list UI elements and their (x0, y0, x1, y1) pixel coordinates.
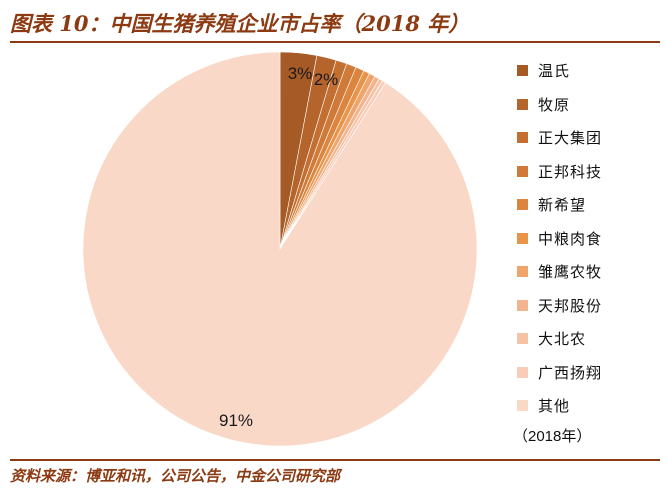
year-note: （2018年） (513, 428, 592, 445)
legend-label: 中粮肉食 (538, 229, 603, 248)
legend-swatch (517, 199, 528, 211)
legend-label: 正邦科技 (538, 162, 603, 181)
legend-item-5: 中粮肉食 (517, 222, 602, 256)
pie-svg: 3% 2% 91% (82, 51, 478, 447)
legend-item-7: 天邦股份 (517, 289, 602, 323)
legend-item-0: 温氏 (517, 54, 602, 88)
legend-swatch (517, 299, 528, 311)
slice-label-10: 91% (219, 411, 253, 430)
source-rule (10, 459, 660, 461)
legend-swatch (517, 366, 528, 378)
legend-swatch (517, 232, 528, 244)
legend-label: 牧原 (538, 95, 571, 114)
legend-label: 广西扬翔 (538, 363, 603, 382)
slice-label-1: 2% (314, 70, 339, 89)
legend-item-8: 大北农 (517, 322, 602, 356)
legend-swatch (517, 165, 528, 177)
legend: 温氏牧原正大集团正邦科技新希望中粮肉食雏鹰农牧天邦股份大北农广西扬翔其他 (517, 54, 602, 423)
legend-item-6: 雏鹰农牧 (517, 255, 602, 289)
legend-item-3: 正邦科技 (517, 155, 602, 189)
legend-label: 其他 (538, 397, 571, 416)
pie-chart: 3% 2% 91% (70, 46, 490, 460)
legend-swatch (517, 400, 528, 412)
legend-item-1: 牧原 (517, 88, 602, 122)
source-note: 资料来源：博亚和讯，公司公告，中金公司研究部 (10, 467, 341, 485)
slice-label-0: 3% (288, 64, 313, 83)
legend-label: 新希望 (538, 196, 587, 215)
legend-swatch (517, 266, 528, 278)
legend-swatch (517, 65, 528, 77)
title-rule (10, 41, 660, 43)
legend-label: 大北农 (538, 330, 587, 349)
legend-item-4: 新希望 (517, 188, 602, 222)
legend-item-2: 正大集团 (517, 121, 602, 155)
legend-swatch (517, 333, 528, 345)
legend-item-10: 其他 (517, 389, 602, 423)
legend-swatch (517, 132, 528, 144)
legend-item-9: 广西扬翔 (517, 356, 602, 390)
pie-slice-10 (82, 51, 478, 447)
legend-swatch (517, 98, 528, 110)
chart-title: 图表 10：中国生猪养殖企业市占率（2018 年） (10, 11, 470, 36)
legend-label: 天邦股份 (538, 296, 603, 315)
legend-label: 正大集团 (538, 129, 603, 148)
legend-label: 温氏 (538, 62, 571, 81)
legend-label: 雏鹰农牧 (538, 263, 603, 282)
